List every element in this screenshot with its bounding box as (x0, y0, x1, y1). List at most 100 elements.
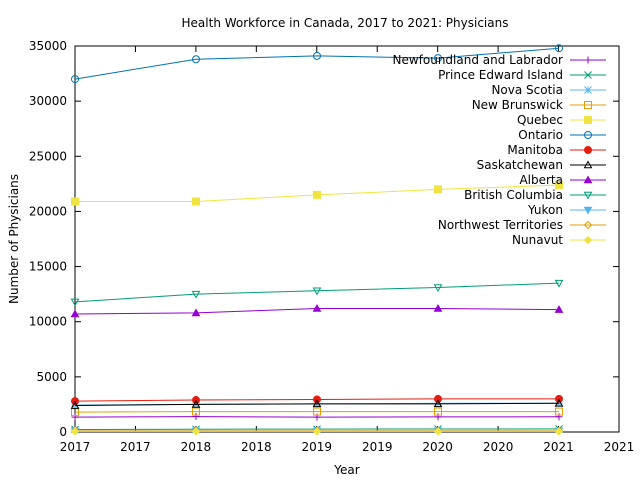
y-ticks: 0 5000 10000 15000 20000 25000 30000 35000 (29, 39, 619, 439)
data-point (71, 413, 79, 421)
legend-label: Yukon (527, 203, 563, 217)
y-tick-label: 10000 (29, 315, 67, 329)
data-point (433, 284, 443, 293)
data-point (192, 197, 200, 206)
x-tick-label: 2019 (362, 440, 393, 454)
data-point (555, 407, 563, 416)
legend-item: New Brunswick (472, 98, 606, 112)
data-point (434, 54, 442, 63)
legend-label: Alberta (519, 173, 563, 187)
data-point (313, 407, 321, 416)
data-point (555, 44, 563, 53)
chart-title: Health Workforce in Canada, 2017 to 2021… (182, 16, 509, 30)
axes-frame (74, 45, 620, 433)
x-tick-label: 2020 (422, 440, 453, 454)
legend-label: Prince Edward Island (438, 68, 563, 82)
data-point (434, 399, 442, 408)
series-line (71, 44, 563, 84)
legend-label: New Brunswick (472, 98, 563, 112)
data-point (434, 407, 442, 416)
y-tick-label: 20000 (29, 204, 67, 218)
legend-label: Quebec (517, 113, 563, 127)
data-point (584, 86, 592, 94)
data-point (192, 407, 200, 416)
series-path (74, 47, 560, 80)
data-point (434, 394, 442, 403)
legend-item: Northwest Territories (438, 218, 606, 232)
plot-series (70, 44, 564, 436)
x-tick-label: 2020 (483, 440, 514, 454)
data-point (191, 290, 201, 299)
data-point (584, 146, 592, 154)
series-line (70, 303, 564, 318)
legend-item: Yukon (527, 203, 606, 217)
x-axis-label: Year (333, 463, 359, 477)
legend-label: Northwest Territories (438, 218, 563, 232)
data-point (583, 220, 593, 230)
series-line (70, 398, 564, 409)
data-point (313, 51, 321, 60)
x-ticks: 2017 2017 2018 2018 2019 2019 2020 2020 2021 2021 (60, 46, 635, 454)
legend-item: Alberta (519, 173, 606, 187)
series-line (70, 427, 564, 436)
x-tick-label: 2019 (302, 440, 333, 454)
x-tick-label: 2018 (241, 440, 272, 454)
data-point (583, 191, 593, 200)
legend-item: British Columbia (464, 188, 606, 202)
series-path (74, 282, 560, 303)
data-point (70, 427, 80, 436)
series-path (74, 411, 559, 413)
data-point (71, 75, 79, 84)
data-point (584, 131, 592, 139)
data-point (554, 398, 564, 407)
x-tick-label: 2018 (181, 440, 212, 454)
series-path (74, 402, 560, 406)
data-point (191, 308, 201, 317)
data-point (434, 185, 442, 194)
legend-item: Prince Edward Island (438, 68, 606, 82)
data-point (70, 309, 80, 318)
series-line (70, 279, 564, 307)
legend-item: Manitoba (507, 143, 606, 157)
data-point (584, 101, 592, 109)
x-tick-label: 2017 (60, 440, 91, 454)
data-point (191, 427, 201, 436)
data-point (433, 399, 443, 408)
data-point (312, 287, 322, 296)
legend-item: Saskatchewan (477, 158, 606, 172)
y-tick-label: 15000 (29, 260, 67, 274)
legend-item: Newfoundland and Labrador (392, 53, 606, 67)
data-point (584, 116, 592, 124)
data-point (583, 235, 593, 245)
legend-label: Ontario (518, 128, 563, 142)
data-point (70, 298, 80, 307)
legend-label: Newfoundland and Labrador (392, 53, 563, 67)
y-tick-label: 30000 (29, 94, 67, 108)
y-tick-label: 35000 (29, 39, 67, 53)
data-point (433, 427, 443, 436)
legend-item: Nunavut (512, 233, 606, 247)
data-point (554, 305, 564, 313)
data-point (555, 180, 563, 189)
y-tick-label: 5000 (36, 370, 67, 384)
data-point (313, 190, 321, 199)
y-axis-label: Number of Physicians (7, 174, 21, 304)
legend-label: Manitoba (507, 143, 563, 157)
x-tick-label: 2021 (604, 440, 635, 454)
data-point (554, 427, 564, 436)
y-tick-label: 25000 (29, 149, 67, 163)
legend-item: Nova Scotia (491, 83, 606, 97)
data-point (192, 55, 200, 64)
data-point (71, 197, 79, 206)
x-tick-label: 2021 (543, 440, 574, 454)
legend-label: Nunavut (512, 233, 563, 247)
data-point (584, 56, 592, 64)
series-line (71, 413, 563, 421)
plot-border (74, 45, 620, 433)
data-point (192, 413, 200, 421)
data-point (312, 427, 322, 436)
data-point (312, 399, 322, 408)
data-point (584, 71, 592, 79)
